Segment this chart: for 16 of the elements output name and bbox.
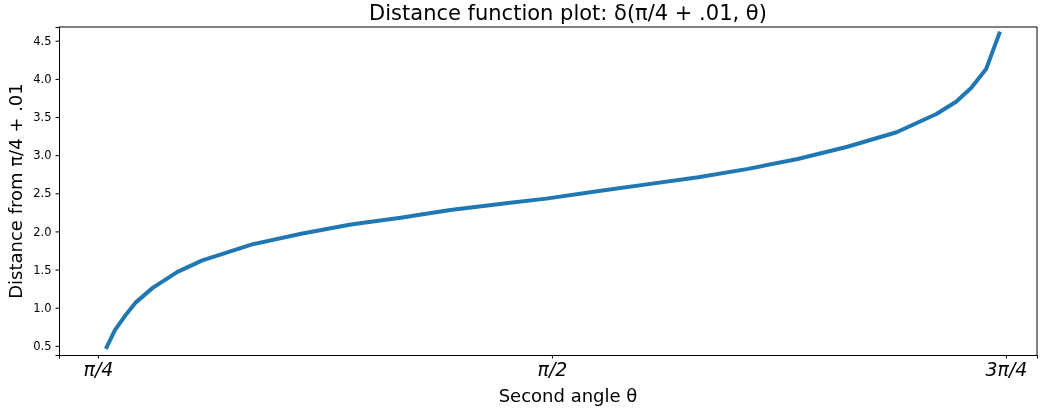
x-tick-label: π/4 bbox=[83, 357, 114, 380]
y-tick-label: 4.5 bbox=[33, 33, 52, 48]
x-tick-label: π/2 bbox=[537, 357, 568, 380]
line-series bbox=[103, 29, 1003, 351]
y-tick-label: 2.5 bbox=[33, 186, 52, 201]
y-tick-label: 2.0 bbox=[33, 224, 52, 239]
x-tick-label: 3π/4 bbox=[985, 357, 1028, 380]
y-tick-label: 1.0 bbox=[33, 300, 52, 315]
y-axis-title: Distance from π/4 + .01 bbox=[5, 83, 26, 299]
y-tick-label: 3.5 bbox=[33, 110, 52, 125]
x-axis-title: Second angle θ bbox=[498, 385, 638, 406]
y-tick-label: 1.5 bbox=[33, 262, 52, 277]
y-tick-label: 3.0 bbox=[33, 148, 52, 163]
chart-title: Distance function plot: δ(π/4 + .01, θ) bbox=[369, 1, 767, 25]
y-tick-label: 4.0 bbox=[33, 72, 52, 87]
y-tick-label: 0.5 bbox=[33, 339, 52, 354]
